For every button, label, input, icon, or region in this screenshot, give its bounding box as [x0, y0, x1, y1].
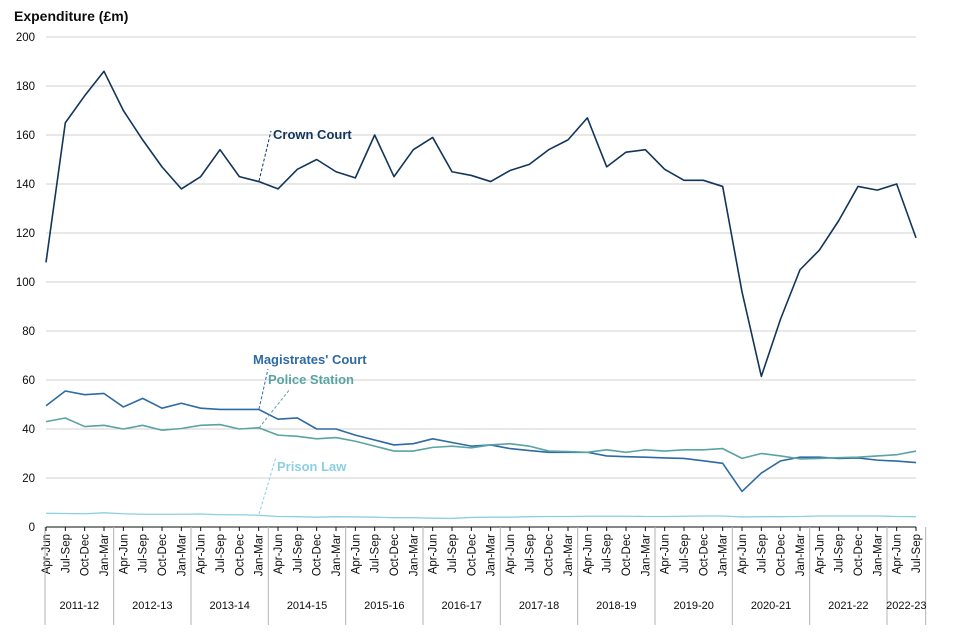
- year-label: 2022-23: [886, 600, 926, 612]
- x-tick-label: Apr-Jun: [505, 534, 517, 574]
- series-annotations: Crown Court Magistrates' Court Police Stat…: [253, 127, 367, 515]
- x-tick-label: Apr-Jun: [737, 534, 749, 574]
- annotation-leader: [258, 130, 272, 182]
- y-axis-ticks: 0 20 40 60 80 100 120 140 160 180 200: [16, 32, 35, 534]
- x-tick-label: Oct-Dec: [698, 534, 710, 576]
- x-tick-label: Oct-Dec: [312, 534, 324, 576]
- annotation-label: Prison Law: [277, 459, 347, 474]
- annotation-label: Police Station: [268, 372, 354, 387]
- year-label: 2020-21: [751, 600, 791, 612]
- x-tick-label: Oct-Dec: [234, 534, 246, 576]
- series-lines: [45, 70, 917, 520]
- y-tick-label: 140: [16, 179, 35, 191]
- x-tick-label: Jan-Mar: [408, 534, 420, 576]
- year-label: 2013-14: [209, 600, 249, 612]
- y-tick-label: 160: [16, 130, 35, 142]
- x-tick-label: Apr-Jun: [428, 534, 440, 574]
- y-tick-label: 60: [22, 375, 35, 387]
- year-label: 2016-17: [441, 600, 481, 612]
- x-tick-label: Jul-Sep: [138, 534, 150, 573]
- x-axis: Apr-Jun Jul-Sep Oct-Dec Jan-Mar Apr-Jun Jul-S…: [41, 527, 927, 625]
- y-tick-label: 120: [16, 228, 35, 240]
- series-line-prison-law: [45, 512, 917, 520]
- x-tick-label: Apr-Jun: [196, 534, 208, 574]
- x-tick-label: Oct-Dec: [466, 534, 478, 576]
- series-line-magistrates-court: [45, 390, 917, 493]
- x-tick-label: Jan-Mar: [640, 534, 652, 576]
- y-tick-label: 20: [22, 473, 35, 485]
- year-label: 2017-18: [519, 600, 559, 612]
- x-tick-label: Jan-Mar: [795, 534, 807, 576]
- x-tick-label: Apr-Jun: [660, 534, 672, 574]
- y-axis-label: Expenditure (£m): [14, 8, 128, 24]
- x-tick-label: Jul-Sep: [834, 534, 846, 573]
- x-tick-label: Oct-Dec: [621, 534, 633, 576]
- x-tick-label: Jan-Mar: [176, 534, 188, 576]
- y-tick-label: 200: [16, 32, 35, 44]
- x-tick-label: Jan-Mar: [99, 534, 111, 576]
- x-tick-label: Oct-Dec: [157, 534, 169, 576]
- x-tick-label: Apr-Jun: [350, 534, 362, 574]
- x-tick-label: Apr-Jun: [814, 534, 826, 574]
- x-tick-label: Apr-Jun: [892, 534, 904, 574]
- year-label: 2019-20: [673, 600, 713, 612]
- year-label: 2015-16: [364, 600, 404, 612]
- x-tick-label: Oct-Dec: [776, 534, 788, 576]
- x-tick-label: Jul-Sep: [60, 534, 72, 573]
- x-tick-label: Jan-Mar: [563, 534, 575, 576]
- x-tick-label: Jul-Sep: [370, 534, 382, 573]
- y-tick-label: 80: [22, 326, 35, 338]
- year-label: 2014-15: [287, 600, 327, 612]
- y-tick-label: 0: [29, 522, 35, 534]
- year-label: 2011-12: [60, 600, 100, 612]
- x-tick-label: Jul-Sep: [524, 534, 536, 573]
- annotation-leader: [258, 456, 277, 515]
- x-tick-label: Jan-Mar: [486, 534, 498, 576]
- x-tick-label: Jul-Sep: [215, 534, 227, 573]
- x-tick-label: Jul-Sep: [911, 534, 923, 573]
- x-tick-label: Apr-Jun: [273, 534, 285, 574]
- y-tick-label: 40: [22, 424, 35, 436]
- x-tick-label: Jul-Sep: [292, 534, 304, 573]
- annotation-label: Magistrates' Court: [253, 352, 367, 367]
- x-tick-label: Jul-Sep: [756, 534, 768, 573]
- year-label: 2012-13: [132, 600, 172, 612]
- x-tick-label: Jan-Mar: [331, 534, 343, 576]
- x-tick-label: Oct-Dec: [389, 534, 401, 576]
- y-tick-label: 180: [16, 81, 35, 93]
- annotation-label: Crown Court: [273, 127, 352, 142]
- x-tick-label: Oct-Dec: [544, 534, 556, 576]
- series-line-crown-court: [45, 70, 917, 378]
- annotation-leader: [258, 388, 291, 429]
- x-tick-label: Apr-Jun: [118, 534, 130, 574]
- x-tick-label: Jan-Mar: [718, 534, 730, 576]
- x-tick-label: Jul-Sep: [602, 534, 614, 573]
- year-label: 2021-22: [828, 600, 868, 612]
- x-tick-label: Oct-Dec: [80, 534, 92, 576]
- year-label: 2018-19: [596, 600, 636, 612]
- x-tick-label: Oct-Dec: [853, 534, 865, 576]
- x-tick-label: Jul-Sep: [447, 534, 459, 573]
- x-tick-label: Jan-Mar: [254, 534, 266, 576]
- gridlines: [46, 36, 916, 528]
- y-tick-label: 100: [16, 277, 35, 289]
- x-tick-label: Jan-Mar: [872, 534, 884, 576]
- x-tick-label: Apr-Jun: [41, 534, 53, 574]
- x-tick-label: Jul-Sep: [679, 534, 691, 573]
- x-tick-label: Apr-Jun: [582, 534, 594, 574]
- series-line-police-station: [45, 417, 917, 460]
- annotation-leader: [258, 368, 269, 410]
